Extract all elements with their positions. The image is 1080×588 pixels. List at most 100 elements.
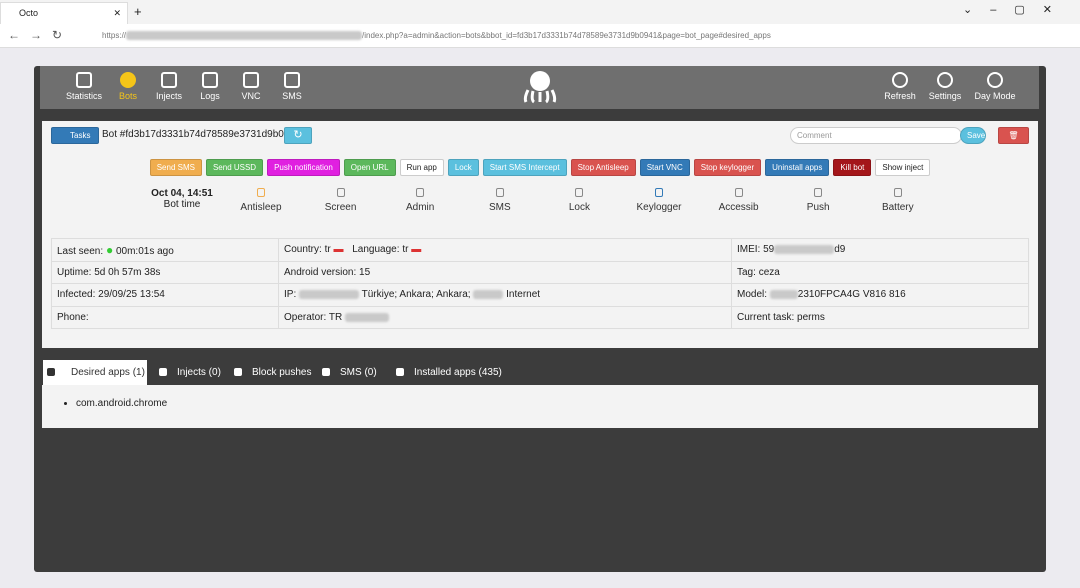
value: 2310FPCA4G V816 816 bbox=[797, 289, 906, 301]
nav-label: Refresh bbox=[884, 91, 916, 101]
label: IP: bbox=[284, 289, 297, 301]
value: 00m:01s ago bbox=[115, 245, 174, 257]
url-host bbox=[126, 31, 363, 41]
redacted bbox=[473, 290, 504, 300]
nav-item[interactable]: Injects bbox=[146, 72, 192, 101]
bot-time-label: Bot time bbox=[163, 199, 201, 210]
action-button[interactable]: Start VNC bbox=[639, 159, 690, 176]
label: IMEI: bbox=[737, 244, 761, 256]
action-button[interactable]: Stop keylogger bbox=[693, 159, 762, 176]
value: tr bbox=[324, 244, 331, 256]
action-button[interactable]: Open URL bbox=[343, 159, 396, 176]
nav-item[interactable]: Logs bbox=[187, 72, 233, 101]
tab-title: Octo bbox=[19, 8, 39, 18]
status-item: Battery bbox=[858, 188, 938, 213]
nav-icon bbox=[120, 72, 136, 88]
info-table: Last seen: ● 00m:01s ago Country: tr ▬ L… bbox=[51, 238, 1029, 329]
nav-item[interactable]: Day Mode bbox=[971, 72, 1019, 101]
nav-item[interactable]: Refresh bbox=[877, 72, 923, 101]
new-tab[interactable]: + bbox=[134, 4, 142, 19]
status-icon bbox=[336, 188, 345, 197]
status-icon bbox=[416, 188, 425, 197]
action-bar: Send SMS Send USSD Push notification Open U… bbox=[42, 159, 1038, 176]
save-button[interactable]: Save bbox=[960, 127, 986, 144]
nav-label: Injects bbox=[155, 91, 182, 101]
value: d9 bbox=[834, 244, 846, 256]
nav-label: VNC bbox=[241, 91, 261, 101]
action-button[interactable]: Run app bbox=[399, 159, 444, 176]
nav-item[interactable]: Settings bbox=[922, 72, 968, 101]
nav-item[interactable]: Statistics bbox=[61, 72, 107, 101]
label: Model: bbox=[737, 289, 768, 301]
logo bbox=[523, 71, 557, 104]
tab[interactable]: Installed apps (435) bbox=[392, 360, 502, 385]
status-label: Keylogger bbox=[636, 202, 682, 213]
nav-label: SMS bbox=[282, 91, 302, 101]
nav-icon bbox=[161, 72, 177, 88]
label: Infected: bbox=[57, 289, 96, 301]
action-button[interactable]: Send USSD bbox=[205, 159, 264, 176]
url-path: /index.php?a=admin&action=bots&bbot_id=f… bbox=[362, 31, 771, 40]
redacted bbox=[344, 312, 389, 322]
status-item: Push bbox=[778, 188, 858, 213]
nav-icon bbox=[937, 72, 953, 88]
status-label: Lock bbox=[568, 202, 590, 213]
tab[interactable]: SMS (0) bbox=[318, 360, 377, 385]
tab[interactable]: Injects (0) bbox=[155, 360, 221, 385]
nav-buttons[interactable]: ←→↻ bbox=[8, 28, 73, 42]
action-button[interactable]: Send SMS bbox=[149, 159, 202, 176]
value: perms bbox=[797, 311, 825, 323]
tab[interactable]: Octo ✕ bbox=[0, 2, 128, 24]
value: Internet bbox=[506, 289, 541, 301]
action-button[interactable]: Kill bot bbox=[833, 159, 872, 176]
tab[interactable]: Block pushes bbox=[230, 360, 311, 385]
status-item: Admin bbox=[380, 188, 460, 213]
url[interactable]: https:// /index.php?a=admin&action=bots&b… bbox=[102, 31, 771, 41]
action-button[interactable]: Start SMS Intercept bbox=[482, 159, 567, 176]
window-controls[interactable]: ⌄–▢✕ bbox=[963, 4, 1070, 16]
nav-item[interactable]: Bots bbox=[105, 72, 151, 101]
tab-content: com.android.chrome bbox=[42, 385, 1038, 428]
status-item: SMS bbox=[460, 188, 540, 213]
status-icon bbox=[495, 188, 504, 197]
status-icon bbox=[575, 188, 584, 197]
nav-label: Bots bbox=[118, 91, 137, 101]
comment-input[interactable]: Comment bbox=[790, 127, 962, 144]
redacted bbox=[774, 245, 835, 255]
status-label: Accessib bbox=[718, 202, 759, 213]
address-bar: ←→↻ https:// /index.php?a=admin&action=bo… bbox=[0, 24, 1080, 48]
nav-item[interactable]: VNC bbox=[228, 72, 274, 101]
status-label: Battery bbox=[881, 202, 914, 213]
nav-icon bbox=[243, 72, 259, 88]
delete-button[interactable]: 🗑 bbox=[998, 127, 1029, 144]
action-button[interactable]: Show inject bbox=[875, 159, 931, 176]
status-icon bbox=[257, 188, 265, 197]
nav-icon bbox=[284, 72, 300, 88]
tab[interactable]: Desired apps (1) bbox=[43, 360, 147, 385]
value: Türkiye; Ankara; Ankara; bbox=[361, 289, 471, 301]
tasks-label: Tasks bbox=[70, 131, 91, 140]
status-label: Admin bbox=[406, 202, 435, 213]
redacted bbox=[769, 290, 798, 300]
action-button[interactable]: Push notification bbox=[267, 159, 340, 176]
label: Android version: bbox=[284, 266, 357, 278]
label: Country: bbox=[284, 244, 322, 256]
label: Current task: bbox=[737, 311, 795, 323]
action-button[interactable]: Lock bbox=[447, 159, 479, 176]
refresh-bot[interactable]: ↻ bbox=[284, 127, 312, 144]
bot-time-value: Oct 04, 14:51 bbox=[151, 188, 213, 199]
bot-time: Oct 04, 14:51 Bot time bbox=[141, 188, 223, 210]
nav-item[interactable]: SMS bbox=[269, 72, 315, 101]
value: 5d 0h 57m 38s bbox=[94, 266, 161, 278]
action-button[interactable]: Uninstall apps bbox=[765, 159, 830, 176]
status-item: Screen bbox=[301, 188, 381, 213]
action-button[interactable]: Stop Antisleep bbox=[570, 159, 636, 176]
tasks-button[interactable]: Tasks bbox=[51, 127, 99, 144]
status-icon bbox=[893, 188, 902, 197]
nav-label: Day Mode bbox=[974, 91, 1016, 101]
app-item: com.android.chrome bbox=[76, 398, 1038, 409]
value: 29/09/25 13:54 bbox=[98, 289, 165, 301]
nav-icon bbox=[892, 72, 908, 88]
bot-title: Bot #fd3b17d3331b74d78589e3731d9b0941 bbox=[102, 129, 301, 140]
